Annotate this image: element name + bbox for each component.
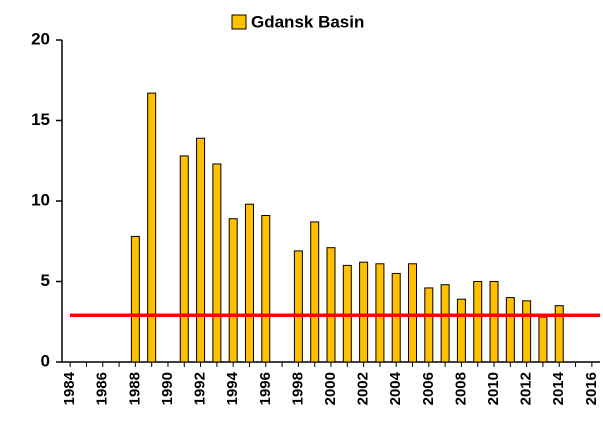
x-tick-label: 2004 bbox=[387, 371, 404, 405]
y-tick-label: 20 bbox=[31, 29, 50, 48]
bar bbox=[440, 284, 450, 363]
y-tick-label: 10 bbox=[31, 190, 50, 209]
bar bbox=[456, 298, 466, 363]
x-tick-label: 2000 bbox=[322, 372, 339, 405]
x-tick-label: 1996 bbox=[257, 372, 274, 405]
x-tick-label: 2008 bbox=[452, 372, 469, 405]
bar bbox=[375, 263, 385, 363]
bar bbox=[473, 281, 483, 363]
bar bbox=[391, 272, 401, 363]
x-tick-label: 2014 bbox=[550, 371, 567, 405]
x-tick-label: 2010 bbox=[485, 372, 502, 405]
bar bbox=[228, 218, 238, 363]
bar bbox=[212, 163, 222, 363]
y-tick-label: 15 bbox=[31, 110, 50, 129]
bar bbox=[408, 263, 418, 363]
x-tick-label: 1998 bbox=[289, 372, 306, 405]
bar bbox=[522, 300, 532, 363]
bar bbox=[424, 287, 434, 363]
bar bbox=[359, 261, 369, 363]
y-tick-label: 0 bbox=[41, 351, 50, 370]
bar bbox=[310, 221, 320, 363]
legend-label: Gdansk Basin bbox=[251, 12, 364, 31]
bar bbox=[538, 316, 548, 363]
x-tick-label: 1988 bbox=[126, 372, 143, 405]
bar bbox=[244, 203, 254, 363]
bar bbox=[489, 281, 499, 363]
x-tick-label: 2016 bbox=[583, 372, 600, 405]
bar bbox=[505, 297, 515, 363]
x-tick-label: 1984 bbox=[61, 371, 78, 405]
x-tick-label: 2006 bbox=[420, 372, 437, 405]
x-tick-label: 1986 bbox=[94, 372, 111, 405]
bar bbox=[554, 305, 564, 363]
x-tick-label: 1990 bbox=[159, 372, 176, 405]
x-tick-label: 1992 bbox=[192, 372, 209, 405]
bar bbox=[147, 92, 157, 363]
x-tick-label: 2002 bbox=[355, 372, 372, 405]
y-tick-label: 5 bbox=[41, 271, 50, 290]
x-tick-label: 1994 bbox=[224, 371, 241, 405]
bar bbox=[130, 235, 140, 363]
bar bbox=[293, 250, 303, 363]
bar bbox=[196, 137, 206, 363]
legend-swatch bbox=[231, 14, 247, 30]
x-tick-label: 2012 bbox=[518, 372, 535, 405]
bar bbox=[179, 155, 189, 363]
bar bbox=[261, 214, 271, 363]
bar bbox=[326, 247, 336, 363]
